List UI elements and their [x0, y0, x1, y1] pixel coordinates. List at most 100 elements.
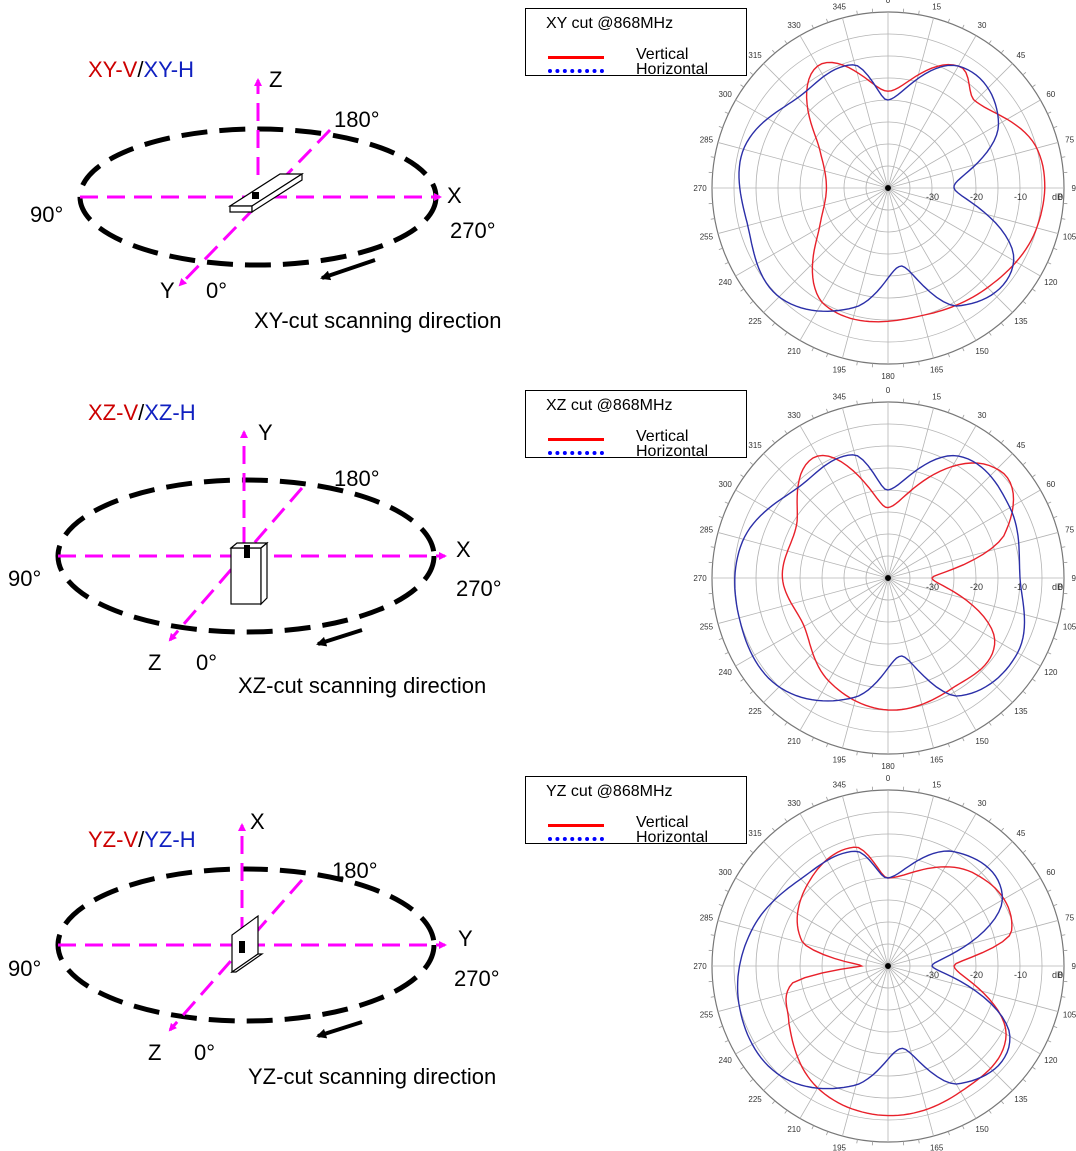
legend-xy: XY cut @868MHz Vertical Horizontal — [525, 8, 748, 78]
diagram-yz: YZ-V/YZ-H X Y Z 180° 90° 270° 0° YZ-cut … — [8, 809, 500, 1089]
polar-tick — [1047, 652, 1052, 655]
angle-tick-label: 330 — [787, 799, 801, 808]
polar-spoke — [888, 17, 934, 186]
polar-tick — [1000, 49, 1005, 54]
legend-entry-horizontal: Horizontal — [548, 61, 748, 91]
series-vertical — [785, 846, 1013, 1117]
polar-tick — [1031, 862, 1036, 866]
polar-tick — [1022, 690, 1027, 695]
deg-label-right: 270° — [454, 966, 500, 991]
polar-spoke — [799, 813, 887, 964]
legend-title: YZ cut @868MHz — [546, 783, 673, 800]
polar-tick — [826, 408, 829, 413]
polar-tick — [1061, 996, 1066, 998]
polar-tick — [771, 322, 776, 327]
polar-spoke — [890, 189, 1041, 277]
polar-spoke — [799, 190, 887, 341]
scan-direction-arrow — [316, 628, 363, 647]
polar-tick — [1022, 461, 1027, 466]
axis-label-up: Z — [269, 67, 282, 92]
angle-tick-label: 15 — [932, 780, 941, 789]
series-vertical — [781, 454, 1015, 711]
polar-tick — [962, 802, 965, 807]
polar-tick — [784, 721, 788, 726]
series-horizontal — [738, 64, 1015, 313]
angle-tick-label: 255 — [700, 1011, 714, 1020]
radial-tick-label: 0 — [1058, 192, 1063, 202]
polar-tick — [918, 788, 920, 793]
polar-tick — [724, 501, 729, 504]
angle-tick-label: 120 — [1044, 668, 1058, 677]
polar-tick — [918, 751, 920, 756]
polar-tick — [1047, 1040, 1052, 1043]
legend-swatch-vertical — [548, 824, 604, 827]
polar-tick — [918, 400, 920, 405]
polar-tick — [1061, 608, 1066, 610]
angle-tick-label: 330 — [787, 411, 801, 420]
angle-tick-label: 180 — [881, 372, 895, 381]
legend-entry-horizontal: Horizontal — [548, 829, 748, 859]
polar-spoke — [890, 188, 1059, 234]
polar-tick — [749, 300, 754, 305]
angle-tick-label: 195 — [833, 1144, 847, 1151]
polar-spoke — [890, 966, 1059, 1012]
polar-tick — [856, 788, 858, 793]
polar-tick — [749, 71, 754, 76]
polar-tick — [718, 637, 723, 640]
polar-spoke — [735, 877, 886, 965]
polar-tick — [1053, 126, 1058, 129]
polar-tick — [918, 1139, 920, 1144]
polar-center — [885, 575, 891, 581]
polar-tick — [1061, 156, 1066, 158]
angle-tick-label: 240 — [719, 278, 733, 287]
polar-tick — [749, 1078, 754, 1083]
polar-tick — [1000, 439, 1005, 444]
polar-tick — [1061, 934, 1066, 936]
polar-spoke — [890, 99, 1041, 187]
polar-tick — [826, 743, 829, 748]
angle-tick-label: 60 — [1046, 90, 1055, 99]
angle-tick-label: 315 — [748, 51, 762, 60]
axis-label-right: Y — [458, 926, 473, 951]
polar-tick — [1047, 262, 1052, 265]
polar-tick — [724, 889, 729, 892]
polar-spoke — [717, 188, 886, 234]
polar-spoke — [842, 795, 888, 964]
angle-tick-label: 75 — [1065, 913, 1074, 922]
deg-label-front: 0° — [196, 650, 217, 675]
polar-tick — [826, 353, 829, 358]
polar-tick — [811, 1125, 814, 1130]
polar-spoke — [842, 580, 888, 749]
angle-tick-label: 0 — [886, 774, 891, 783]
polar-tick — [826, 796, 829, 801]
polar-tick — [1031, 474, 1036, 478]
radial-unit-label: dB — [1052, 970, 1063, 980]
axis-label-right: X — [456, 537, 471, 562]
angle-tick-label: 15 — [932, 392, 941, 401]
legend-swatch-horizontal — [548, 837, 604, 841]
polar-tick — [771, 1100, 776, 1105]
legend-entry-vertical: Vertical — [548, 428, 748, 449]
polar-spoke — [735, 189, 886, 277]
legend-entry-vertical: Vertical — [548, 46, 748, 67]
legend-label: Horizontal — [636, 443, 709, 460]
axis-label-front: Z — [148, 1040, 161, 1065]
polar-spoke — [890, 142, 1059, 188]
legend-swatch-horizontal — [548, 69, 604, 73]
polar-spoke — [763, 579, 887, 703]
angle-tick-label: 270 — [693, 962, 707, 971]
polar-tick — [1061, 546, 1066, 548]
polar-tick — [710, 546, 715, 548]
angle-tick-label: 255 — [700, 233, 714, 242]
polar-tick — [740, 1066, 745, 1070]
polar-spoke — [889, 968, 977, 1119]
polar-tick — [811, 802, 814, 807]
polar-tick — [962, 1125, 965, 1130]
polar-tick — [856, 751, 858, 756]
polar-tick — [826, 18, 829, 23]
polar-tick — [988, 331, 992, 336]
angle-tick-label: 135 — [1014, 317, 1028, 326]
polar-tick — [856, 400, 858, 405]
polar-charts: 0153045607590105120135150165180195210225… — [693, 0, 1076, 1151]
polar-spoke — [842, 407, 888, 576]
